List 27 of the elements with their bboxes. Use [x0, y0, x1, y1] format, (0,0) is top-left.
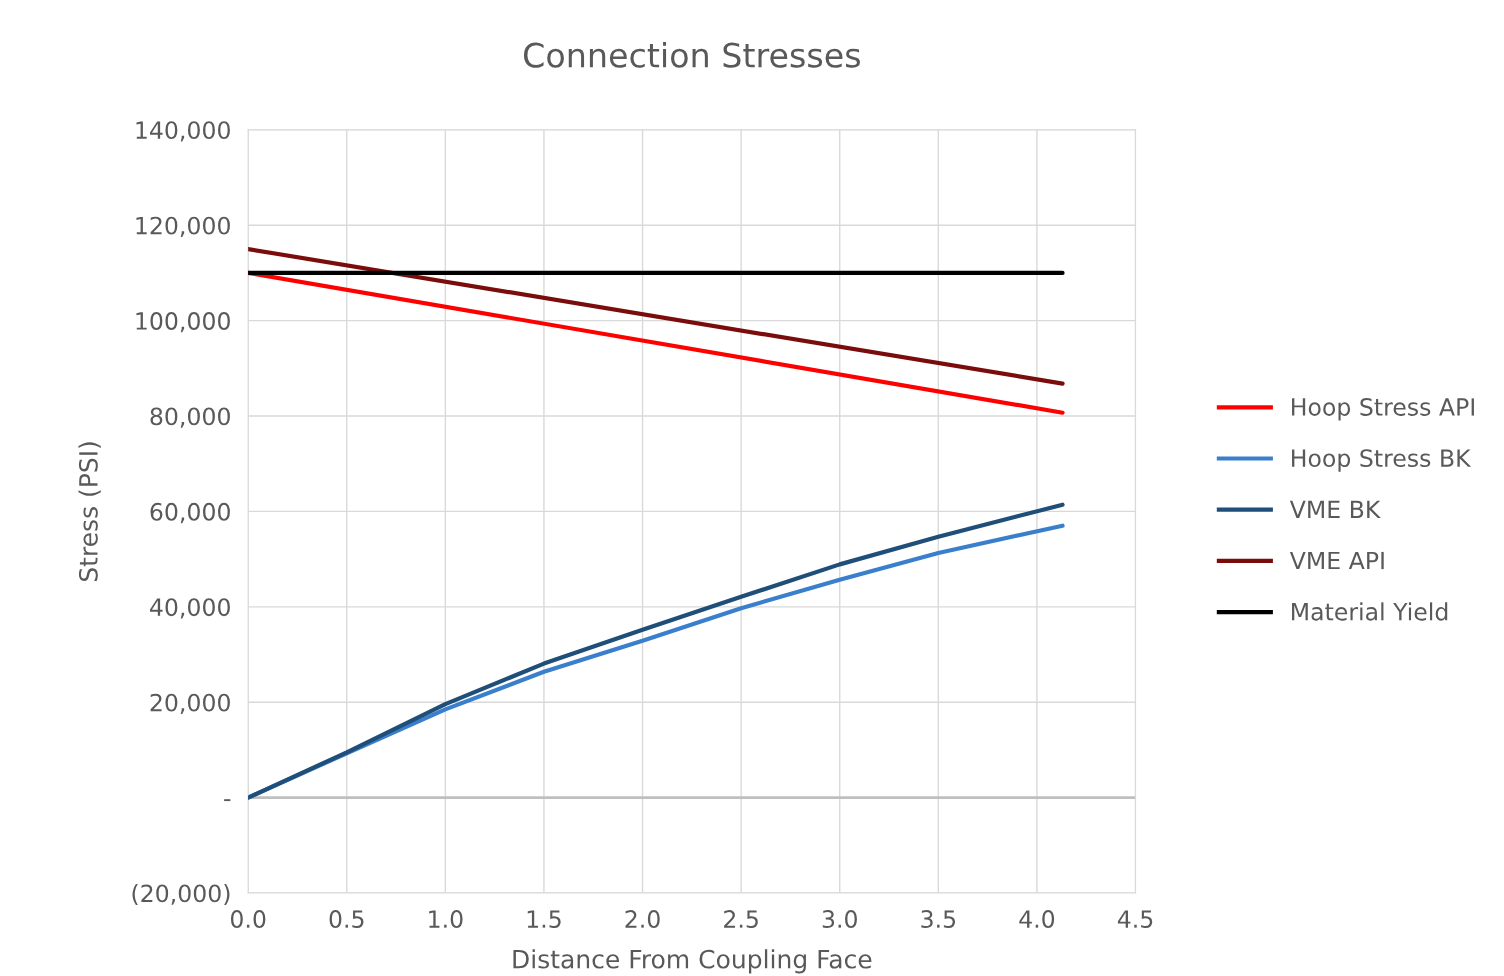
legend-label: Hoop Stress API: [1292, 398, 1474, 421]
legend-label: Material Yield: [1292, 602, 1448, 621]
x-tick-label: 1.0: [429, 910, 463, 928]
x-axis-title: Distance From Coupling Face: [513, 949, 872, 974]
x-tick-label: 0.0: [230, 910, 266, 928]
chart-title: Connection Stresses: [523, 41, 860, 68]
x-tick-label: 4.5: [1117, 910, 1153, 928]
y-axis-title: Stress (PSI): [78, 442, 101, 582]
legend-label: VME BK: [1289, 500, 1381, 518]
legend-label: VME API: [1289, 551, 1384, 570]
y-tick-label: (20,000): [132, 884, 230, 906]
x-tick-label: 1.5: [527, 910, 561, 928]
x-tick-label: 3.5: [921, 910, 956, 928]
x-tick-label: 4.0: [1019, 910, 1055, 928]
x-tick-label: 0.5: [329, 910, 364, 928]
y-tick-label: -: [224, 799, 231, 802]
y-tick-label: 100,000: [136, 312, 230, 333]
y-tick-label: 140,000: [136, 121, 230, 142]
y-tick-label: 60,000: [150, 502, 230, 524]
x-tick-label: 2.5: [724, 910, 758, 928]
x-tick-label: 3.0: [822, 910, 857, 928]
y-tick-label: 20,000: [150, 693, 230, 714]
y-tick-label: 40,000: [150, 598, 230, 619]
y-tick-label: 120,000: [136, 216, 230, 237]
x-tick-label: 2.0: [625, 910, 660, 928]
y-tick-label: 80,000: [150, 407, 230, 428]
legend-label: Hoop Stress BK: [1292, 449, 1472, 472]
